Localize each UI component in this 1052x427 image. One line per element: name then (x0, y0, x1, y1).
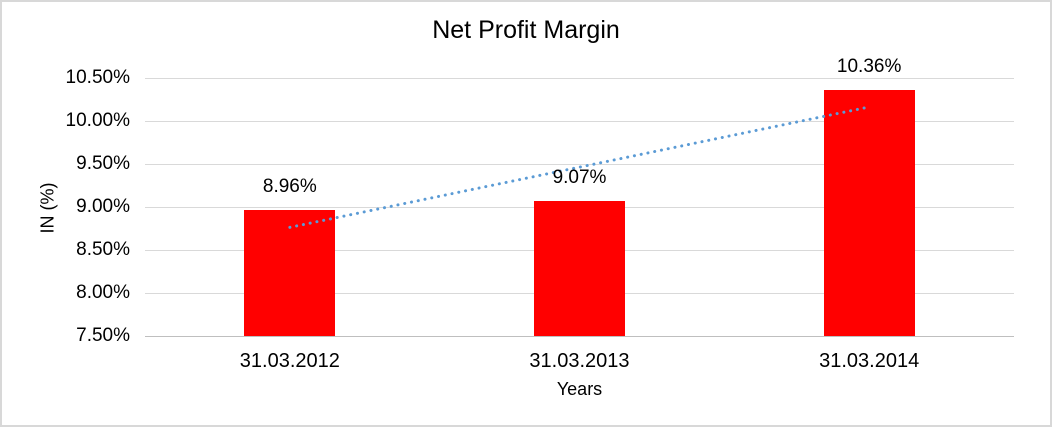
y-axis-title: IN (%) (37, 182, 58, 234)
y-tick-label: 9.50% (76, 153, 130, 174)
gridline (145, 164, 1014, 165)
data-label: 10.36% (836, 56, 902, 78)
y-tick-label: 8.00% (76, 282, 130, 303)
y-tick-label: 10.50% (65, 67, 130, 88)
bar-31.03.2013 (534, 200, 625, 336)
gridline (145, 121, 1014, 122)
linear-trendline (288, 105, 871, 229)
y-tick-label: 7.50% (76, 325, 130, 346)
data-label: 9.07% (552, 166, 607, 188)
data-label: 8.96% (262, 176, 317, 198)
y-tick-label: 10.00% (65, 110, 130, 131)
plot-area: 8.96% 9.07% 10.36% (145, 56, 1014, 337)
x-category-label: 31.03.2014 (819, 350, 920, 372)
bar-31.03.2014 (823, 90, 915, 336)
x-category-label: 31.03.2013 (529, 350, 630, 372)
x-axis-line (145, 336, 1014, 337)
x-category-label: 31.03.2012 (239, 350, 340, 372)
chart-title: Net Profit Margin (432, 16, 620, 44)
y-tick-label: 9.00% (76, 196, 130, 217)
y-tick-label: 8.50% (76, 239, 130, 260)
x-axis-title: Years (556, 379, 603, 399)
bar-31.03.2012 (244, 210, 336, 336)
trendline-dotted-segment (288, 105, 871, 229)
gridline (145, 78, 1014, 79)
